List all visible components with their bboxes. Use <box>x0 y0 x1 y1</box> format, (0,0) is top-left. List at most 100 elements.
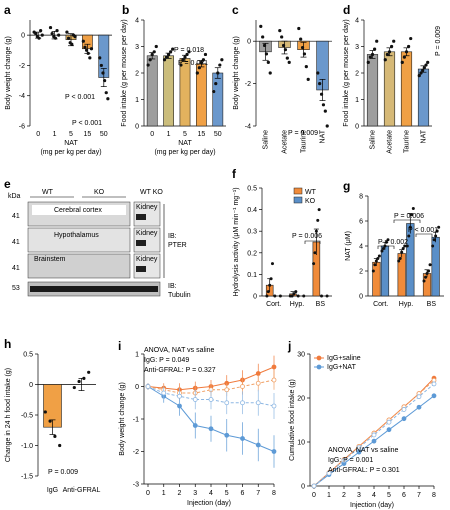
chart-h: 0.5 0 -0.5 -1.0 -1.5 Change in 24 h food inta… <box>5 352 100 495</box>
data-point-d-1-2 <box>387 50 392 54</box>
data-point-g-1-1-0 <box>405 244 409 248</box>
data-point-c-0-2 <box>262 43 267 48</box>
data-point-c-0-4 <box>266 60 270 64</box>
data-point-d-0-3 <box>373 47 377 51</box>
data-point-b-2-4 <box>187 50 191 54</box>
y-axis-label-a: Body weight change (g) <box>5 36 12 110</box>
data-point-d-0-0 <box>366 60 370 64</box>
y-tick-label-f-2: 0.2 <box>247 250 257 257</box>
data-point-d-0-4 <box>375 39 379 43</box>
y-tick-label-h-3: -1.0 <box>21 443 33 450</box>
data-point-d-0-1 <box>368 55 372 59</box>
data-point-b-1-2 <box>167 52 171 57</box>
x-tick-label-j-6: 6 <box>402 492 406 499</box>
data-point-g-2-0-1 <box>424 275 428 279</box>
data-point-a-3-1 <box>83 45 87 49</box>
point-j-3-5 <box>386 419 392 425</box>
kidney-band-hyp <box>136 240 146 246</box>
chart-c: 0 -2 -4 Body weight change (g) Saline Acetate… <box>233 20 332 154</box>
blot-row-tubulin: 53 <box>12 281 161 297</box>
data-point-g-0-0-4 <box>377 254 381 258</box>
data-point-b-3-0 <box>195 71 199 75</box>
data-point-f-0-0-2 <box>268 283 272 287</box>
blot-row-cortex: 41 Cerebral cortex Kidney <box>12 201 161 227</box>
data-point-d-2-1 <box>402 55 406 59</box>
data-point-b-4-0 <box>212 89 216 94</box>
x-tick-label-j-3: 3 <box>357 492 361 499</box>
point-j-3-4 <box>371 432 377 438</box>
y-tick-label-a-3: -6 <box>19 124 25 131</box>
data-point-g-2-0-2 <box>425 272 429 275</box>
data-point-a-3-4 <box>88 56 92 60</box>
data-point-c-3-2 <box>319 92 324 96</box>
data-point-b-0-1 <box>148 58 152 62</box>
blot-lanes-bs <box>27 253 131 279</box>
x-tick-label-a-3: 15 <box>84 131 92 138</box>
p-value-c-0: P = 0.009 <box>288 130 318 137</box>
point-i-3-0 <box>145 384 151 389</box>
data-point-f-0-0-1 <box>266 290 270 294</box>
p-value-d-0: P = 0.009 <box>435 26 442 56</box>
data-point-b-3-4 <box>203 52 208 57</box>
point-i-3-5 <box>224 400 230 406</box>
y-tick-label-g-2: 4 <box>359 244 363 251</box>
data-point-b-4-1 <box>214 82 218 86</box>
point-i-3-4 <box>208 397 214 402</box>
x-tick-label-j-5: 5 <box>387 492 391 499</box>
data-point-d-1-4 <box>392 39 396 43</box>
legend-marker-j-0 <box>316 355 322 361</box>
x-tick-label-j-0: 0 <box>312 492 316 499</box>
data-point-f-0-1-0 <box>273 294 277 298</box>
legend-marker-j-1 <box>316 364 322 370</box>
annotation-i-1: IgG: P = 0.049 <box>144 357 189 364</box>
y-tick-label-d-3: 3 <box>355 44 359 51</box>
point-i-1-2 <box>177 403 182 409</box>
point-j-3-1 <box>326 470 332 476</box>
x-tick-label-i-8: 8 <box>272 490 276 497</box>
data-point-c-3-0 <box>316 71 320 75</box>
data-point-a-2-5 <box>73 35 77 39</box>
data-point-c-3-3 <box>321 103 326 107</box>
annotation-i-0: ANOVA, NAT vs saline <box>144 347 215 354</box>
data-point-d-2-3 <box>407 44 411 49</box>
data-point-g-2-1-3 <box>435 229 439 233</box>
data-point-f-2-1-0 <box>320 294 324 298</box>
data-point-a-3-0 <box>81 39 85 43</box>
legend-label-j-1: IgG+NAT <box>327 364 357 371</box>
y-tick-label-g-1: 2 <box>359 269 363 276</box>
ko-label: KO <box>94 189 105 196</box>
bar-b-2 <box>179 58 191 127</box>
x-tick-label-a-4: 50 <box>100 131 108 138</box>
x-tick-label-f-1: Hyp. <box>290 301 304 308</box>
data-point-f-0-1-1 <box>278 294 282 298</box>
kidney-label-bs: Kidney <box>136 256 158 263</box>
data-point-a-1-4 <box>55 29 59 33</box>
series-line-i-2 <box>147 379 275 394</box>
x-tick-label-i-1: 1 <box>162 490 166 497</box>
data-point-b-1-1 <box>164 55 169 59</box>
y-axis-label-c: Body weight change (g) <box>233 36 240 110</box>
point-i-3-7 <box>255 400 261 406</box>
data-point-f-2-0-4 <box>317 208 321 212</box>
legend-label-f-0: WT <box>305 189 317 196</box>
data-point-b-3-2 <box>199 60 203 64</box>
bar-d-1 <box>383 51 396 127</box>
legend-swatch-f-1 <box>293 196 303 204</box>
data-point-b-4-4 <box>220 58 224 62</box>
data-point-h-1-1 <box>77 379 81 384</box>
data-point-g-1-0-3 <box>401 247 405 250</box>
data-point-c-0-3 <box>264 52 269 56</box>
point-j-3-2 <box>341 458 347 463</box>
x-tick-label-a-2: 5 <box>69 131 73 138</box>
point-j-3-6 <box>401 407 407 412</box>
bar-g-0-0 <box>372 261 381 297</box>
data-point-c-1-0 <box>278 29 282 33</box>
x-axis-label-b: NAT <box>178 140 192 147</box>
data-point-a-4-3 <box>103 78 107 83</box>
y-tick-label-g-4: 8 <box>359 194 363 201</box>
point-i-1-6 <box>240 436 245 441</box>
data-point-a-3-2 <box>84 48 89 52</box>
ib-tubulin-label-2: Tubulin <box>168 292 191 299</box>
y-tick-label-c-0: 0 <box>247 39 251 46</box>
data-point-b-3-1 <box>197 66 201 70</box>
